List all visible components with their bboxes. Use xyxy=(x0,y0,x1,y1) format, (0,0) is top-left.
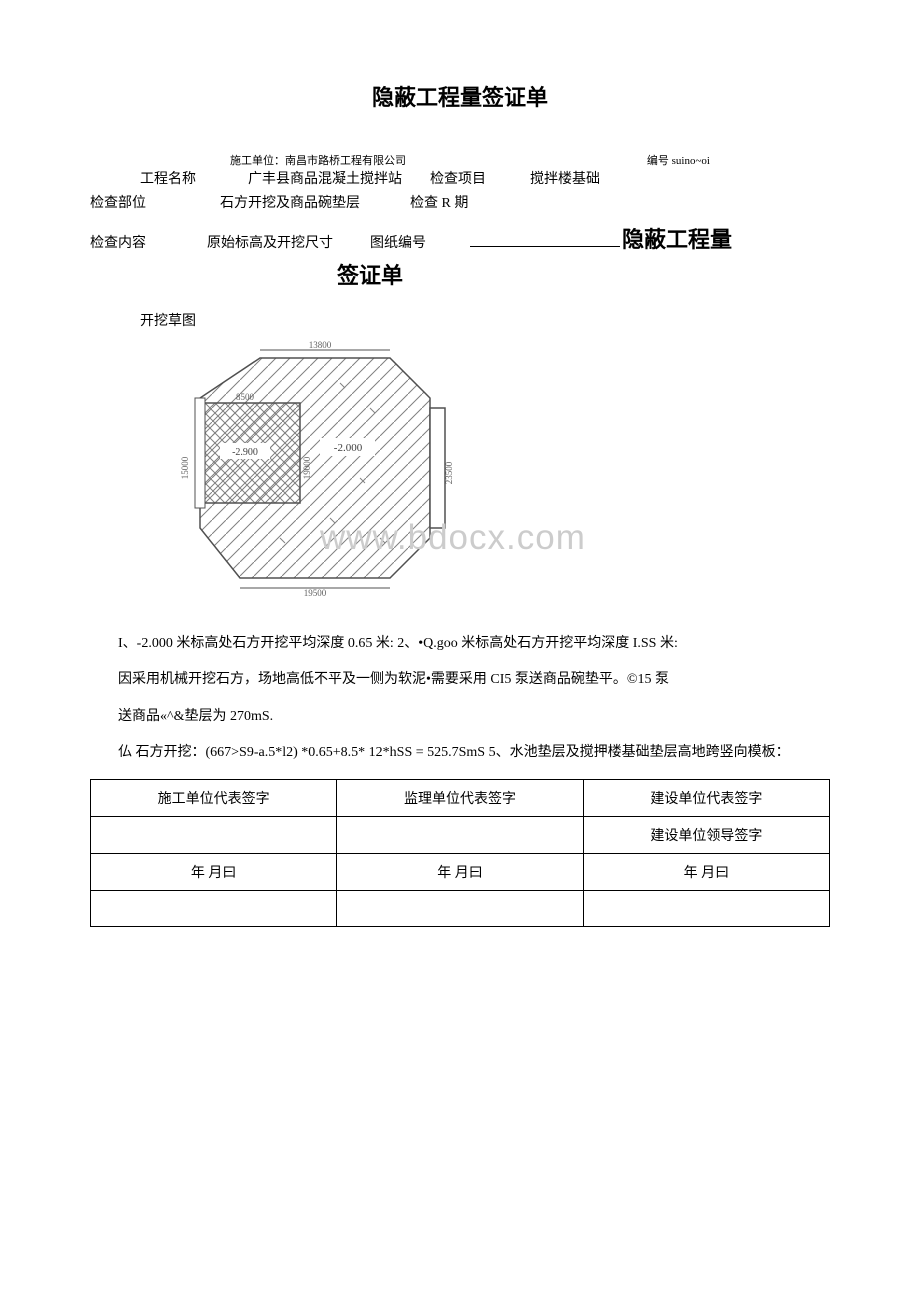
check-part: 石方开挖及商品碗垫层 xyxy=(170,192,410,212)
svg-text:-2.900: -2.900 xyxy=(232,447,258,458)
sig-header-2: 监理单位代表签字 xyxy=(337,779,583,816)
check-part-label: 检查部位 xyxy=(90,192,170,212)
drawing-no-label: 图纸编号 xyxy=(370,232,470,252)
check-item: 搅拌楼基础 xyxy=(530,168,830,188)
check-period-label: 检查 R 期 xyxy=(410,192,510,212)
construction-unit-label: 施工单位： xyxy=(230,155,285,167)
table-row: 年 月曰 年 月曰 年 月曰 xyxy=(91,853,830,890)
svg-text:15000: 15000 xyxy=(180,456,190,479)
paragraph-2: 因采用机械开挖石方，场地高低不平及一侧为软泥•需要采用 CI5 泵送商品碗垫平。… xyxy=(90,669,830,691)
header-area: 施工单位：南昌市路桥工程有限公司 编号 suino~oi 工程名称 广丰县商品混… xyxy=(90,152,830,290)
sig-header-1: 施工单位代表签字 xyxy=(91,779,337,816)
construction-unit: 南昌市路桥工程有限公司 xyxy=(285,155,406,167)
drawing-no-value xyxy=(470,229,620,247)
check-content: 原始标高及开挖尺寸 xyxy=(170,232,370,252)
svg-text:8500: 8500 xyxy=(236,392,255,402)
sketch-box: 13800 8500 -2.900 -2.000 23500 15000 190… xyxy=(170,338,830,603)
sig-date-3: 年 月曰 xyxy=(583,853,829,890)
sig-cell xyxy=(337,816,583,853)
svg-text:13800: 13800 xyxy=(309,340,332,350)
serial-value: suino~oi xyxy=(672,155,710,167)
sig-cell xyxy=(337,890,583,926)
svg-text:23500: 23500 xyxy=(444,461,454,484)
signature-table: 施工单位代表签字 监理单位代表签字 建设单位代表签字 建设单位领导签字 年 月曰… xyxy=(90,779,830,927)
sketch-label: 开挖草图 xyxy=(140,310,830,330)
paragraph-4: 仏 石方开挖：(667>S9-a.5*l2) *0.65+8.5* 12*hSS… xyxy=(90,742,830,764)
table-row: 施工单位代表签字 监理单位代表签字 建设单位代表签字 xyxy=(91,779,830,816)
sig-date-2: 年 月曰 xyxy=(337,853,583,890)
paragraph-1: I、-2.000 米标高处石方开挖平均深度 0.65 米: 2、•Q.goo 米… xyxy=(90,633,830,655)
table-row xyxy=(91,890,830,926)
svg-text:19000: 19000 xyxy=(302,456,312,479)
serial-label: 编号 xyxy=(647,155,669,167)
project-name-label: 工程名称 xyxy=(90,168,220,188)
svg-text:19500: 19500 xyxy=(304,588,327,598)
svg-text:-2.000: -2.000 xyxy=(334,442,363,454)
subtitle: 签证单 xyxy=(90,258,830,290)
sig-header-3: 建设单位代表签字 xyxy=(583,779,829,816)
check-content-label: 检查内容 xyxy=(90,232,170,252)
project-name: 广丰县商品混凝土搅拌站 xyxy=(220,168,430,188)
sig-cell xyxy=(91,890,337,926)
paragraph-3: 送商品«^&垫层为 270mS. xyxy=(90,706,830,728)
table-row: 建设单位领导签字 xyxy=(91,816,830,853)
sketch-svg: 13800 8500 -2.900 -2.000 23500 15000 190… xyxy=(170,338,470,598)
main-title: 隐蔽工程量签证单 xyxy=(90,80,830,112)
sig-cell xyxy=(91,816,337,853)
sig-header-4: 建设单位领导签字 xyxy=(583,816,829,853)
check-item-label: 检查项目 xyxy=(430,168,530,188)
sig-cell xyxy=(583,890,829,926)
title-right: 隐蔽工程量 xyxy=(622,222,732,254)
sig-date-1: 年 月曰 xyxy=(91,853,337,890)
